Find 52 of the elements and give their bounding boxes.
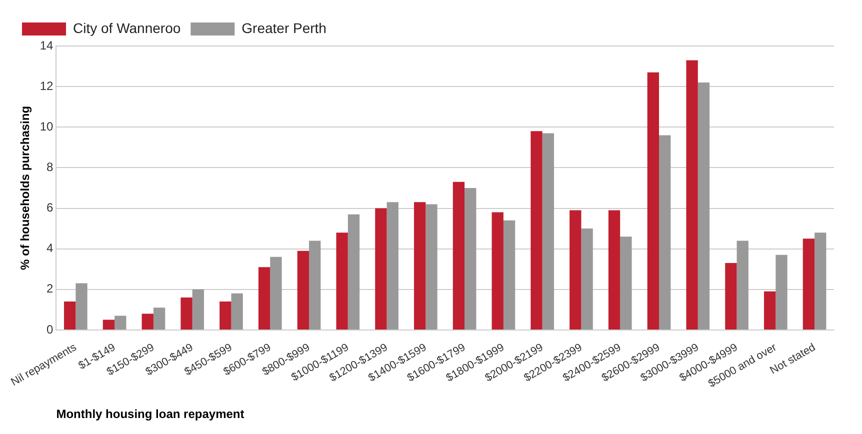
bar xyxy=(542,133,554,330)
bar xyxy=(530,131,542,330)
bar xyxy=(153,308,166,330)
bar xyxy=(686,60,698,330)
bar xyxy=(102,320,115,330)
bar xyxy=(76,283,88,330)
bar xyxy=(258,267,270,330)
bar xyxy=(192,289,204,330)
bar xyxy=(142,314,154,330)
bar xyxy=(620,236,632,330)
legend-label: Greater Perth xyxy=(242,20,326,36)
legend-label: City of Wanneroo xyxy=(73,20,181,36)
bar xyxy=(492,212,504,330)
y-axis-title: % of households purchasing xyxy=(18,106,32,270)
bar xyxy=(647,72,659,330)
bar xyxy=(426,204,438,330)
bar xyxy=(336,232,348,330)
bar xyxy=(725,263,737,330)
bar xyxy=(270,256,282,330)
bar xyxy=(64,302,76,330)
bar xyxy=(309,240,321,330)
bar xyxy=(581,228,593,330)
bar xyxy=(814,232,826,330)
bar xyxy=(776,254,788,330)
bar xyxy=(114,316,126,330)
bar xyxy=(802,238,815,330)
bar xyxy=(736,240,748,330)
bar xyxy=(452,182,465,330)
y-tick-label: 0 xyxy=(46,322,54,336)
bar xyxy=(659,135,671,330)
bar xyxy=(297,250,310,330)
y-tick-label: 4 xyxy=(46,241,54,256)
y-tick-label: 10 xyxy=(40,119,54,134)
bar xyxy=(231,293,243,330)
bar xyxy=(414,202,426,330)
bar xyxy=(503,220,516,330)
bar xyxy=(570,210,582,330)
y-tick-label: 6 xyxy=(46,200,54,215)
y-tick-label: 2 xyxy=(46,282,54,296)
bar xyxy=(180,297,192,330)
y-tick-label: 12 xyxy=(40,78,54,93)
bar xyxy=(464,188,476,330)
bar xyxy=(386,202,398,330)
y-tick-label: 14 xyxy=(40,38,54,52)
bar xyxy=(698,82,710,330)
bar xyxy=(375,208,387,330)
bar xyxy=(608,210,620,330)
x-axis-title: Monthly housing loan repayment xyxy=(56,407,244,422)
bar xyxy=(220,302,232,330)
bar xyxy=(348,214,360,330)
bar xyxy=(764,291,776,330)
y-tick-label: 8 xyxy=(46,160,54,174)
